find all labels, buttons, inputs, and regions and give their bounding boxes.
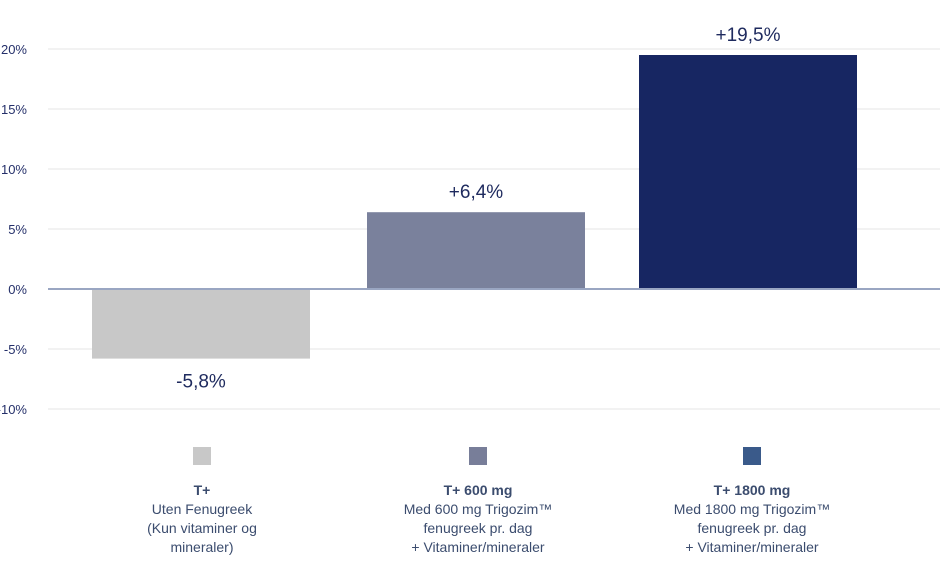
bar <box>367 212 585 289</box>
legend-item-1: T+ Uten Fenugreek (Kun vitaminer og mine… <box>72 447 332 557</box>
y-tick-label: -10% <box>0 402 27 417</box>
legend-title: T+ 1800 mg <box>713 482 791 498</box>
y-tick-label: 0% <box>8 282 27 297</box>
legend-line: Uten Fenugreek <box>151 501 253 517</box>
legend-line: mineraler) <box>170 539 234 555</box>
y-tick-label: 20% <box>1 42 27 57</box>
legend-swatch <box>743 447 761 465</box>
data-label: -5,8% <box>176 372 226 393</box>
legend-line: + Vitaminer/mineraler <box>411 539 545 555</box>
legend-swatch <box>469 447 487 465</box>
legend-line: fenugreek pr. dag <box>697 520 807 536</box>
legend-item-3: T+ 1800 mg Med 1800 mg Trigozim™ fenugre… <box>622 447 882 557</box>
bar <box>639 55 857 289</box>
legend-line: (Kun vitaminer og <box>147 520 257 536</box>
y-tick-label: 10% <box>1 162 27 177</box>
legend-line: Med 1800 mg Trigozim™ <box>673 501 831 517</box>
legend-swatch <box>193 447 211 465</box>
legend-line: fenugreek pr. dag <box>423 520 533 536</box>
y-tick-label: 5% <box>8 222 27 237</box>
y-tick-label: -5% <box>4 342 28 357</box>
legend-line: Med 600 mg Trigozim™ <box>403 501 553 517</box>
legend-title: T+ 600 mg <box>443 482 513 498</box>
data-label: +19,5% <box>716 25 781 46</box>
legend-item-2: T+ 600 mg Med 600 mg Trigozim™ fenugreek… <box>348 447 608 557</box>
legend-line: + Vitaminer/mineraler <box>685 539 819 555</box>
y-tick-label: 15% <box>1 102 27 117</box>
bar <box>92 289 310 359</box>
data-label: +6,4% <box>449 182 504 203</box>
legend-title: T+ <box>193 482 211 498</box>
